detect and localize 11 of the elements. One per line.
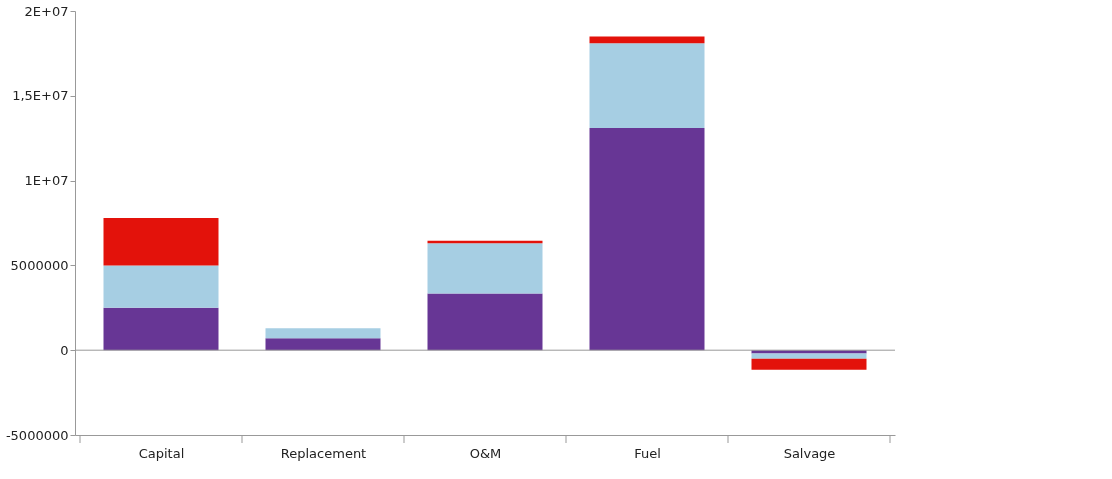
y-tick-label: 5000000 — [10, 257, 69, 273]
y-tick-label: 0 — [60, 342, 69, 358]
x-tick-label: Capital — [138, 445, 185, 461]
x-tick-label: Replacement — [280, 445, 367, 461]
y-tick-label: 2E+07 — [24, 3, 69, 19]
x-tick-label: Salvage — [783, 445, 836, 461]
x-tick-label: O&M — [469, 445, 502, 461]
y-tick-label: -5000000 — [5, 427, 69, 443]
y-tick-label: 1E+07 — [24, 173, 69, 189]
x-tick-label: Fuel — [634, 445, 661, 461]
y-tick-label: 1,5E+07 — [12, 88, 69, 104]
